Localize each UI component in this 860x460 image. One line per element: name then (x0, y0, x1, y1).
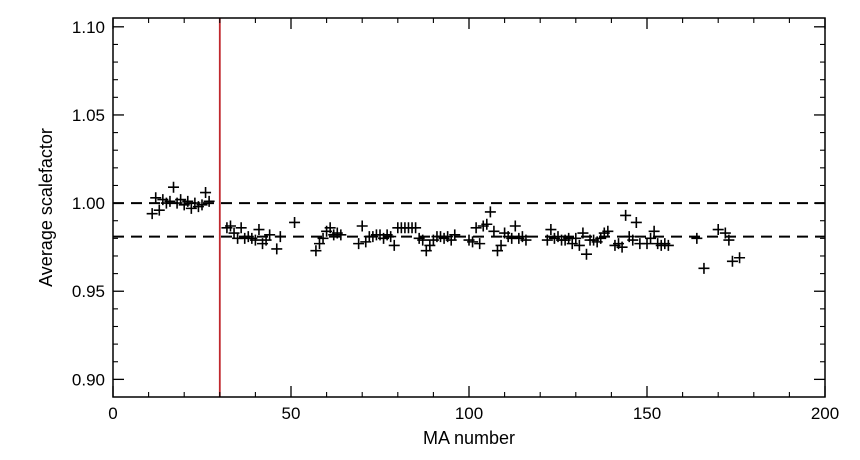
data-point-marker (385, 231, 397, 243)
data-points (146, 181, 746, 274)
data-point-marker (570, 232, 582, 244)
data-point-marker (488, 225, 500, 237)
data-point-marker (698, 262, 710, 274)
data-point-marker (388, 239, 400, 251)
data-point-marker (356, 220, 368, 232)
data-point-marker (719, 227, 731, 239)
data-point-marker (545, 224, 557, 236)
data-point-marker (648, 225, 660, 237)
data-point-marker (253, 224, 265, 236)
data-point-marker (317, 232, 329, 244)
data-point-marker (541, 234, 553, 246)
data-point-marker (289, 216, 301, 228)
data-point-marker (467, 236, 479, 248)
data-point-marker (645, 232, 657, 244)
data-point-marker (196, 199, 208, 211)
data-point-marker (474, 238, 486, 250)
data-point-marker (577, 227, 589, 239)
data-point-marker (182, 195, 194, 207)
data-point-marker (335, 229, 347, 241)
x-tick-label: 0 (108, 404, 117, 423)
y-tick-label: 1.10 (72, 18, 105, 37)
data-point-marker (616, 241, 628, 253)
y-tick-label: 0.90 (72, 370, 105, 389)
data-point-marker (573, 239, 585, 251)
data-point-marker (627, 234, 639, 246)
data-point-marker (150, 192, 162, 204)
data-point-marker (203, 195, 215, 207)
data-point-marker (146, 208, 158, 220)
data-point-marker (271, 243, 283, 255)
data-point-marker (264, 229, 276, 241)
x-tick-label: 200 (811, 404, 839, 423)
data-point-marker (153, 204, 165, 216)
data-point-marker (602, 225, 614, 237)
data-point-marker (200, 187, 212, 199)
data-point-marker (481, 218, 493, 230)
x-tick-label: 50 (282, 404, 301, 423)
data-point-marker (164, 195, 176, 207)
y-tick-label: 1.00 (72, 194, 105, 213)
x-tick-label: 150 (633, 404, 661, 423)
reference-lines (113, 18, 825, 397)
axis-ticks: 0 50 100 150 200 0.90 0.95 1.00 1.05 1.10 (72, 18, 839, 423)
data-point-marker (726, 255, 738, 267)
data-point-marker (520, 234, 532, 246)
data-point-marker (495, 239, 507, 251)
data-point-marker (509, 220, 521, 232)
y-axis-label: Average scalefactor (36, 128, 56, 287)
data-point-marker (630, 216, 642, 228)
data-point-marker (274, 231, 286, 243)
data-point-marker (235, 222, 247, 234)
y-tick-label: 1.05 (72, 106, 105, 125)
data-point-marker (410, 222, 422, 234)
data-point-marker (224, 220, 236, 232)
data-point-marker (484, 206, 496, 218)
data-point-marker (417, 234, 429, 246)
x-tick-label: 100 (455, 404, 483, 423)
data-point-marker (353, 238, 365, 250)
data-point-marker (324, 222, 336, 234)
data-point-marker (310, 245, 322, 257)
data-point-marker (712, 224, 724, 236)
x-axis-label: MA number (423, 428, 515, 448)
data-point-marker (168, 181, 180, 193)
data-point-marker (691, 232, 703, 244)
data-point-marker (580, 248, 592, 260)
data-point-marker (620, 209, 632, 221)
data-point-marker (249, 234, 261, 246)
y-tick-label: 0.95 (72, 282, 105, 301)
data-point-marker (734, 252, 746, 264)
data-point-marker (449, 229, 461, 241)
data-point-marker (662, 239, 674, 251)
data-point-marker (470, 222, 482, 234)
data-point-marker (723, 234, 735, 246)
